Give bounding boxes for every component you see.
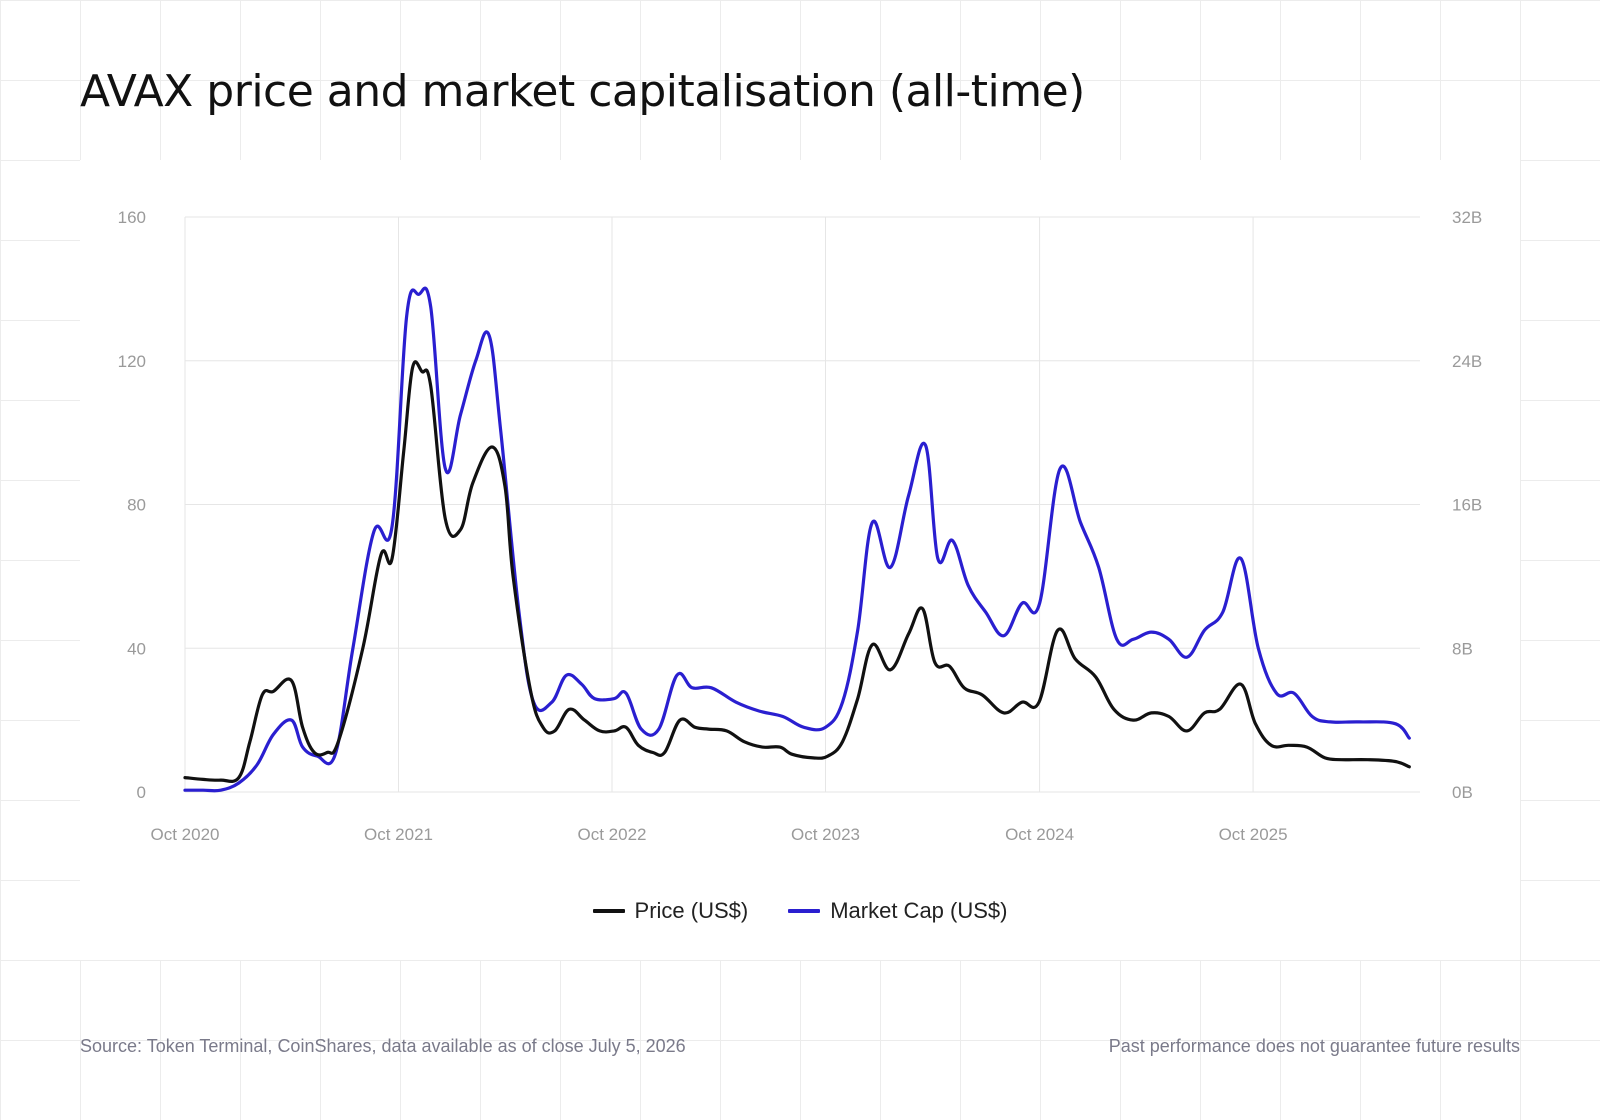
chart-panel — [80, 160, 1520, 960]
x-tick-label: Oct 2025 — [1219, 825, 1288, 844]
grid-lines — [184, 216, 1420, 793]
y-right-tick-label: 8B — [1452, 639, 1473, 658]
legend-label-price: Price (US$) — [634, 898, 749, 923]
x-tick-label: Oct 2024 — [1005, 825, 1074, 844]
legend-item-price[interactable]: Price (US$) — [592, 898, 749, 924]
y-left-tick-label: 160 — [118, 208, 146, 227]
legend-swatch-market-cap — [788, 909, 821, 913]
source-note: Source: Token Terminal, CoinShares, data… — [80, 1036, 686, 1056]
y-left-tick-label: 40 — [127, 639, 146, 658]
y-left-tick-label: 0 — [137, 783, 146, 802]
x-tick-label: Oct 2021 — [364, 825, 433, 844]
y-right-tick-label: 16B — [1452, 496, 1482, 515]
y-right-tick-label: 0B — [1452, 783, 1473, 802]
x-tick-label: Oct 2022 — [578, 825, 647, 844]
axis-labels: 0 40 80 120 160 0B 8B 16B 24B 32B Oct 2020 Oct 2021… — [118, 208, 1483, 844]
chart-title: AVAX price and market capitalisation (al… — [80, 66, 1085, 117]
legend-item-market-cap[interactable]: Market Cap (US$) — [788, 898, 1007, 924]
legend-label-market-cap: Market Cap (US$) — [830, 898, 1008, 923]
x-tick-label: Oct 2020 — [151, 825, 220, 844]
y-left-tick-label: 80 — [127, 496, 146, 515]
legend-swatch-price — [592, 909, 625, 913]
chart-legend: Price (US$) Market Cap (US$) — [0, 898, 1600, 924]
market-cap-series-line — [183, 286, 1411, 793]
y-right-tick-label: 32B — [1452, 208, 1482, 227]
x-tick-label: Oct 2023 — [791, 825, 860, 844]
series-lines — [183, 286, 1411, 793]
y-left-tick-label: 120 — [118, 352, 146, 371]
disclaimer-note: Past performance does not guarantee futu… — [1108, 1036, 1520, 1056]
price-series-line — [183, 360, 1411, 783]
y-right-tick-label: 24B — [1452, 352, 1482, 371]
